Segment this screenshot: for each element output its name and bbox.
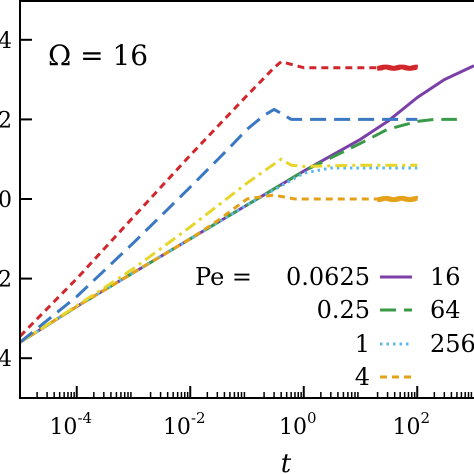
x-tick-label: 10-2 [163, 409, 206, 440]
legend-label: 0.0625 [286, 263, 370, 291]
x-axis-title: t [281, 449, 292, 474]
legend-label: 64 [430, 296, 461, 324]
series-layer [18, 60, 474, 344]
legend-prefix: Pe = [195, 263, 252, 291]
x-tick-label: 102 [392, 409, 430, 440]
series-line-64 [19, 107, 418, 344]
legend: Pe = 0.0625 0.25 1 4 16 64 256 [195, 263, 474, 391]
ticks-layer: 10-4 10-2 100 102 4 2 0 2 4 [0, 29, 473, 440]
x-tick-label: 100 [279, 409, 317, 440]
y-tick-label: 2 [0, 108, 12, 133]
noise-segment-256 [376, 64, 419, 71]
omega-annotation: Ω = 16 [48, 39, 148, 72]
legend-label: 16 [430, 263, 461, 291]
y-tick-label: 4 [0, 347, 12, 372]
y-tick-label: 2 [0, 268, 12, 293]
legend-label: 1 [355, 330, 370, 358]
legend-label: 0.25 [317, 296, 370, 324]
series-line-256 [18, 60, 418, 338]
y-tick-label: 4 [0, 29, 12, 54]
legend-label: 4 [355, 363, 370, 391]
y-tick-label: 0 [0, 188, 12, 213]
series-line-16 [19, 157, 418, 344]
x-tick-label: 10-4 [49, 409, 92, 440]
noise-segment-4 [376, 195, 419, 203]
series-line-4 [19, 193, 418, 344]
legend-label: 256 [430, 330, 474, 358]
